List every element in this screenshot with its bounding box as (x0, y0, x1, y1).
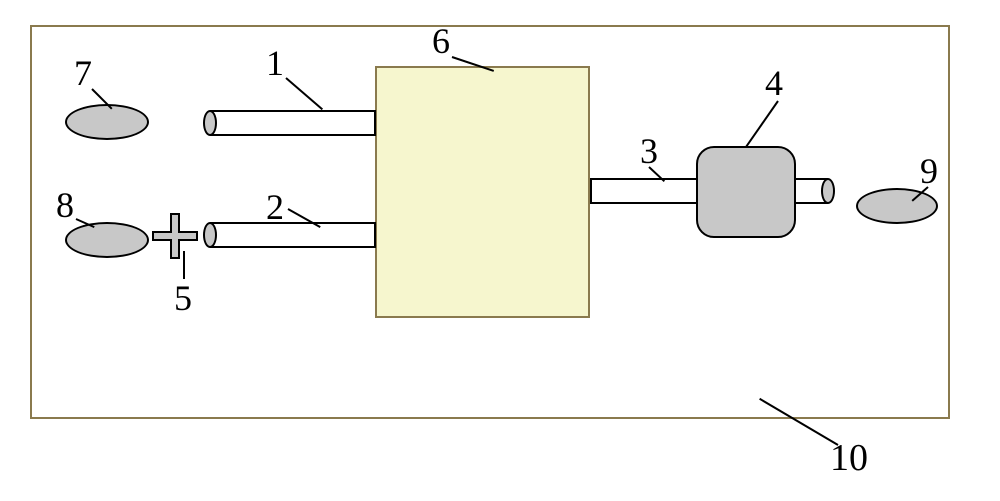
label-3: 3 (640, 130, 658, 172)
block-4 (696, 146, 796, 238)
label-10: 10 (830, 436, 868, 480)
ellipse-8 (65, 222, 149, 258)
cross-5 (151, 212, 199, 260)
ellipse-9 (856, 188, 938, 224)
ellipse-7 (65, 104, 149, 140)
block-6 (375, 66, 590, 318)
lead-5 (183, 251, 185, 279)
label-6: 6 (432, 20, 450, 62)
label-9: 9 (920, 150, 938, 192)
tube-3-cap (821, 178, 835, 204)
label-1: 1 (266, 42, 284, 84)
label-2: 2 (266, 186, 284, 228)
label-5: 5 (174, 277, 192, 319)
label-8: 8 (56, 184, 74, 226)
tube-2-cap (203, 222, 217, 248)
label-7: 7 (74, 52, 92, 94)
tube-2 (210, 222, 376, 248)
label-4: 4 (765, 62, 783, 104)
tube-1 (210, 110, 376, 136)
tube-3-left (590, 178, 708, 204)
tube-1-cap (203, 110, 217, 136)
